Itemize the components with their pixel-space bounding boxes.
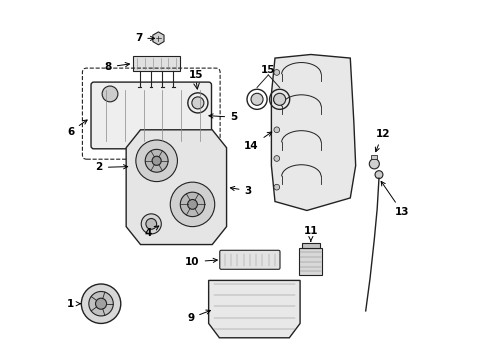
- FancyBboxPatch shape: [91, 82, 211, 149]
- Text: 2: 2: [95, 162, 127, 172]
- Polygon shape: [126, 130, 226, 244]
- Circle shape: [136, 140, 177, 181]
- Text: 15: 15: [188, 70, 203, 80]
- Text: 4: 4: [144, 226, 159, 238]
- Text: 3: 3: [230, 186, 251, 196]
- Circle shape: [141, 214, 161, 234]
- FancyBboxPatch shape: [301, 243, 319, 248]
- Circle shape: [273, 156, 279, 161]
- Circle shape: [145, 219, 156, 229]
- Polygon shape: [271, 54, 355, 211]
- Circle shape: [250, 93, 263, 105]
- Text: 5: 5: [208, 112, 237, 122]
- FancyBboxPatch shape: [371, 154, 376, 159]
- Text: 8: 8: [104, 62, 129, 72]
- Circle shape: [273, 184, 279, 190]
- Circle shape: [273, 127, 279, 133]
- Circle shape: [102, 86, 118, 102]
- Circle shape: [191, 97, 203, 109]
- Text: 9: 9: [187, 310, 210, 323]
- Polygon shape: [153, 32, 163, 45]
- Circle shape: [180, 192, 204, 217]
- Circle shape: [374, 171, 382, 179]
- FancyBboxPatch shape: [219, 250, 280, 269]
- Circle shape: [152, 156, 161, 165]
- Text: 14: 14: [244, 132, 271, 151]
- Text: 7: 7: [135, 33, 154, 43]
- Text: 12: 12: [375, 130, 389, 152]
- FancyBboxPatch shape: [133, 56, 180, 71]
- Circle shape: [273, 98, 279, 104]
- Circle shape: [89, 292, 113, 316]
- Circle shape: [145, 149, 168, 172]
- Circle shape: [95, 298, 106, 309]
- Text: 1: 1: [67, 299, 80, 309]
- Circle shape: [368, 159, 379, 169]
- FancyBboxPatch shape: [299, 248, 322, 275]
- Circle shape: [81, 284, 121, 323]
- Text: 15: 15: [261, 65, 275, 75]
- Text: 13: 13: [380, 181, 409, 217]
- Text: 11: 11: [303, 226, 317, 241]
- Circle shape: [273, 69, 279, 75]
- Circle shape: [273, 93, 285, 105]
- Circle shape: [170, 182, 214, 226]
- Circle shape: [187, 199, 197, 209]
- Text: 10: 10: [185, 257, 217, 267]
- Polygon shape: [208, 280, 300, 338]
- Text: 6: 6: [67, 120, 87, 136]
